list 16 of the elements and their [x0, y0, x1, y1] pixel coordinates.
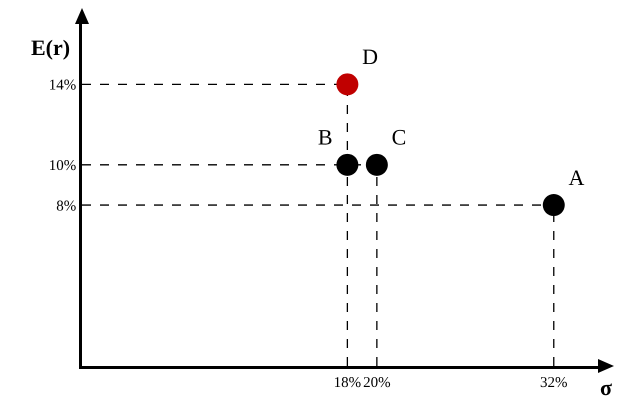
series-label: B — [318, 124, 333, 150]
x-tick-label: 32% — [540, 374, 568, 391]
y-tick-label: 14% — [48, 78, 76, 94]
series-label: C — [392, 124, 406, 150]
x-tick-label: 20% — [363, 374, 391, 391]
y-tick-label: 8% — [56, 198, 76, 214]
y-tick-label: 10% — [48, 158, 76, 174]
y-axis-title: E(r) — [31, 35, 70, 60]
series-label: A — [568, 164, 585, 190]
series-label: D — [362, 44, 378, 70]
x-axis-title: σ — [600, 375, 612, 400]
x-tick-label: 18% — [334, 374, 362, 391]
point — [336, 154, 358, 176]
point — [542, 194, 565, 216]
point — [336, 73, 358, 96]
point — [366, 154, 388, 176]
